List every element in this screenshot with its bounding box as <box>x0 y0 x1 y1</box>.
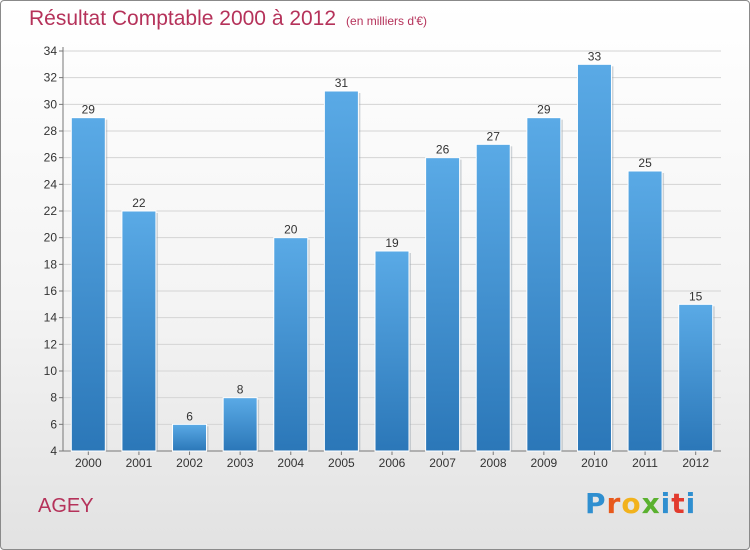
proxiti-logo[interactable]: Proxiti <box>585 487 696 520</box>
y-tick-label: 34 <box>44 44 58 58</box>
data-label-2003: 8 <box>237 383 244 397</box>
x-tick-label: 2008 <box>480 456 507 470</box>
y-tick-label: 12 <box>44 337 58 351</box>
y-tick-label: 14 <box>44 311 58 325</box>
bar-2012[interactable] <box>678 303 714 452</box>
x-tick-label: 2007 <box>429 456 456 470</box>
x-tick-label: 2004 <box>277 456 304 470</box>
x-tick-label: 2012 <box>682 456 709 470</box>
y-tick-label: 10 <box>44 364 58 378</box>
logo-letter: x <box>641 487 661 520</box>
bar-2002[interactable] <box>172 423 208 452</box>
y-tick-label: 30 <box>44 97 58 111</box>
data-label-2007: 26 <box>436 143 450 157</box>
x-tick-label: 2001 <box>126 456 153 470</box>
y-tick-label: 26 <box>44 151 58 165</box>
x-tick-label: 2002 <box>176 456 203 470</box>
data-label-2001: 22 <box>132 196 146 210</box>
data-labels: 29 22 6 8 20 31 19 26 27 29 33 25 15 <box>82 49 703 423</box>
bar-2000[interactable] <box>70 117 106 452</box>
bar-2004[interactable] <box>273 237 309 452</box>
logo-letter: t <box>671 487 686 520</box>
y-tick-label: 28 <box>44 124 58 138</box>
bar-2005[interactable] <box>323 90 359 452</box>
bars <box>70 63 715 452</box>
chart-title-block: Résultat Comptable 2000 à 2012 (en millie… <box>29 7 427 31</box>
data-label-2006: 19 <box>385 236 399 250</box>
x-tick-label: 2006 <box>379 456 406 470</box>
axes: 4 6 8 10 12 14 16 18 20 22 24 26 28 30 32 34 2000 2001 200… <box>44 44 721 470</box>
x-tick-label: 2000 <box>75 456 102 470</box>
logo-letter: r <box>606 487 622 520</box>
logo-letter: o <box>621 487 642 520</box>
x-tick-label: 2011 <box>632 456 658 470</box>
y-tick-label: 20 <box>44 231 58 245</box>
bar-2007[interactable] <box>425 157 461 452</box>
y-tick-label: 8 <box>50 391 57 405</box>
logo-letter: P <box>585 487 607 520</box>
x-tick-label: 2003 <box>227 456 254 470</box>
data-label-2012: 15 <box>689 289 703 303</box>
y-tick-label: 16 <box>44 284 58 298</box>
chart-title: Résultat Comptable 2000 à 2012 <box>29 7 337 30</box>
logo-letter: i <box>685 487 697 520</box>
y-tick-label: 32 <box>44 71 58 85</box>
y-tick-label: 4 <box>50 444 57 458</box>
data-label-2010: 33 <box>588 49 602 63</box>
bar-2011[interactable] <box>627 170 663 452</box>
commune-name: AGEY <box>38 495 94 517</box>
y-tick-label: 22 <box>44 204 58 218</box>
data-label-2000: 29 <box>82 103 96 117</box>
data-label-2004: 20 <box>284 223 298 237</box>
logo-letter: i <box>660 487 672 520</box>
bar-2010[interactable] <box>576 63 612 452</box>
y-tick-label: 18 <box>44 257 58 271</box>
chart-subtitle: (en milliers d'€) <box>346 14 428 28</box>
y-tick-label: 24 <box>44 177 58 191</box>
bar-2006[interactable] <box>374 250 410 452</box>
data-label-2011: 25 <box>638 156 652 170</box>
data-label-2008: 27 <box>487 129 501 143</box>
data-label-2005: 31 <box>335 76 349 90</box>
data-label-2002: 6 <box>186 409 193 423</box>
x-tick-label: 2005 <box>328 456 355 470</box>
y-tick-label: 6 <box>50 417 57 431</box>
bar-2008[interactable] <box>475 143 511 452</box>
x-tick-label: 2009 <box>530 456 557 470</box>
bar-2009[interactable] <box>526 117 562 452</box>
data-label-2009: 29 <box>537 103 551 117</box>
x-tick-label: 2010 <box>581 456 608 470</box>
bar-2001[interactable] <box>121 210 157 452</box>
bar-2003[interactable] <box>222 397 258 452</box>
